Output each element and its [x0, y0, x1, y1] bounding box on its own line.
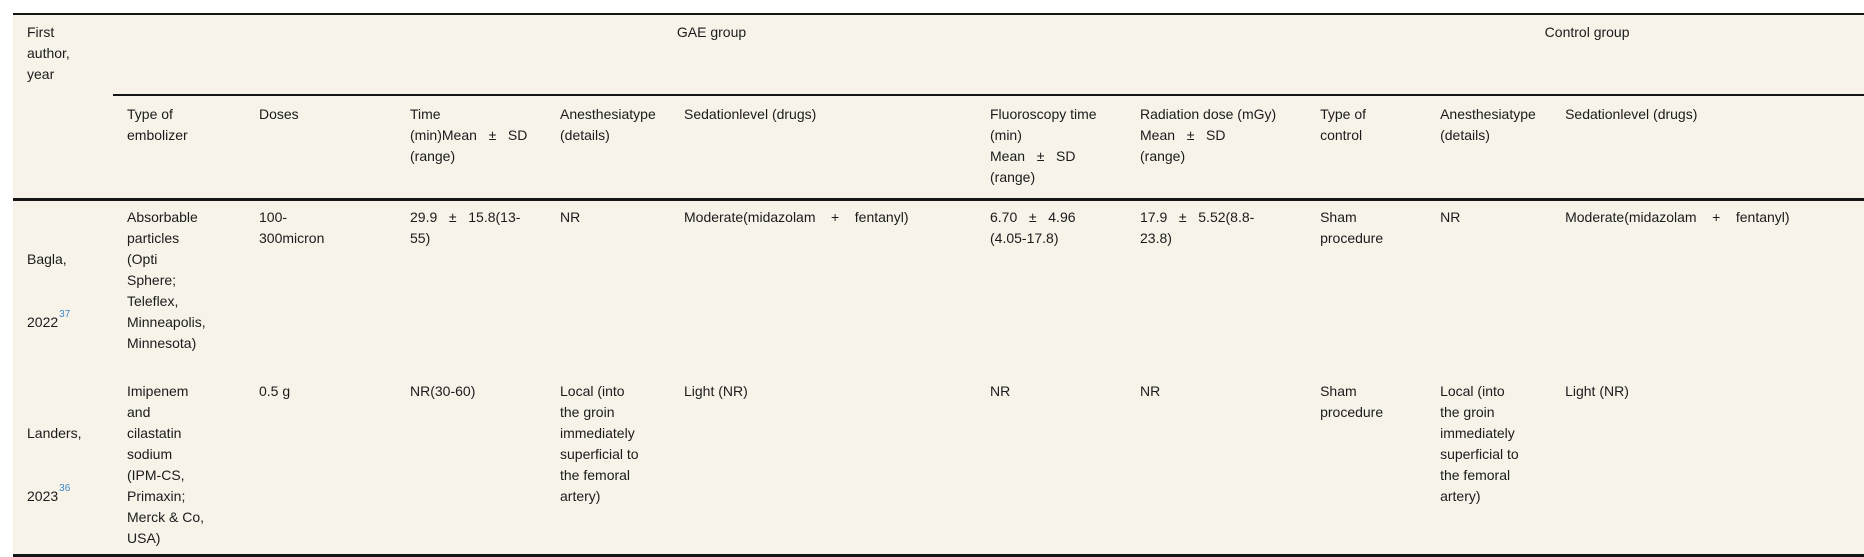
cell-sedation-gae: Light (NR)	[684, 383, 748, 399]
cell-embolizer: Imipenem and cilastatin sodium (IPM-CS, …	[127, 383, 205, 546]
cell-anesthesia-gae: Local (into the groin immediately superf…	[560, 383, 639, 504]
author-name: Bagla,	[27, 251, 67, 267]
col-header-radiation: Radiation dose (mGy) Mean ± SD (range)	[1126, 95, 1307, 201]
cell-control-type: Sham procedure	[1320, 383, 1384, 420]
author-name: Landers,	[27, 425, 82, 441]
cell-anesthesia-control: NR	[1440, 209, 1461, 225]
study-characteristics-table: First author, year GAE group Control gro…	[13, 13, 1864, 557]
cell-time: NR(30-60)	[410, 383, 476, 399]
citation-ref-link[interactable]: 37	[59, 309, 71, 321]
author-year-line: 202336	[27, 483, 103, 507]
col-header-time: Time (min)Mean ± SD (range)	[396, 95, 546, 201]
cell-embolizer: Absorbable particles (Opti Sphere; Telef…	[127, 209, 206, 351]
cell-author-year: Landers, 202336	[13, 375, 113, 556]
column-header-row: Type of embolizer Doses Time (min)Mean ±…	[13, 95, 1864, 201]
cell-fluoroscopy: 6.70 ± 4.96 (4.05-17.8)	[990, 209, 1076, 246]
col-header-anesthesia-control: Anesthesiatype (details)	[1426, 95, 1552, 201]
cell-time: 29.9 ± 15.8(13- 55)	[410, 209, 521, 246]
cell-anesthesia-control: Local (into the groin immediately superf…	[1440, 383, 1519, 504]
group-header-gae: GAE group	[113, 14, 1307, 96]
publication-year: 2022	[27, 314, 59, 330]
col-header-sedation-gae: Sedationlevel (drugs)	[670, 95, 976, 201]
group-header-row: First author, year GAE group Control gro…	[13, 14, 1864, 201]
table-row: Bagla, 202237 Absorbable particles (Opti…	[13, 200, 1864, 376]
cell-sedation-control: Moderate(midazolam + fentanyl)	[1565, 209, 1790, 225]
col-header-sedation-control: Sedationlevel (drugs)	[1551, 95, 1864, 201]
col-header-control-type: Type of control	[1306, 95, 1427, 201]
cell-radiation: 17.9 ± 5.52(8.8- 23.8)	[1140, 209, 1255, 246]
cell-fluoroscopy: NR	[990, 383, 1011, 399]
cell-radiation: NR	[1140, 383, 1161, 399]
col-header-doses: Doses	[245, 95, 396, 201]
cell-anesthesia-gae: NR	[560, 209, 581, 225]
publication-year: 2023	[27, 488, 59, 504]
citation-ref-link[interactable]: 36	[59, 483, 71, 495]
col-header-fluoroscopy: Fluoroscopy time (min) Mean ± SD (range)	[976, 95, 1126, 201]
cell-sedation-control: Light (NR)	[1565, 383, 1629, 399]
group-header-control: Control group	[1306, 14, 1864, 96]
table-body: Bagla, 202237 Absorbable particles (Opti…	[13, 200, 1864, 556]
cell-sedation-gae: Moderate(midazolam + fentanyl)	[684, 209, 909, 225]
cell-doses: 100- 300micron	[259, 209, 325, 246]
cell-author-year: Bagla, 202237	[13, 200, 113, 376]
table-header: First author, year GAE group Control gro…	[13, 14, 1864, 201]
table-row: Landers, 202336 Imipenem and cilastatin …	[13, 375, 1864, 556]
col-header-embolizer: Type of embolizer	[113, 95, 245, 201]
col-header-anesthesia-gae: Anesthesiatype (details)	[546, 95, 670, 201]
author-year-line: 202237	[27, 309, 103, 333]
study-characteristics-table-wrap: First author, year GAE group Control gro…	[13, 13, 1864, 557]
cell-doses: 0.5 g	[259, 383, 291, 399]
cell-control-type: Sham procedure	[1320, 209, 1384, 246]
col-header-first-author-year: First author, year	[13, 14, 113, 201]
